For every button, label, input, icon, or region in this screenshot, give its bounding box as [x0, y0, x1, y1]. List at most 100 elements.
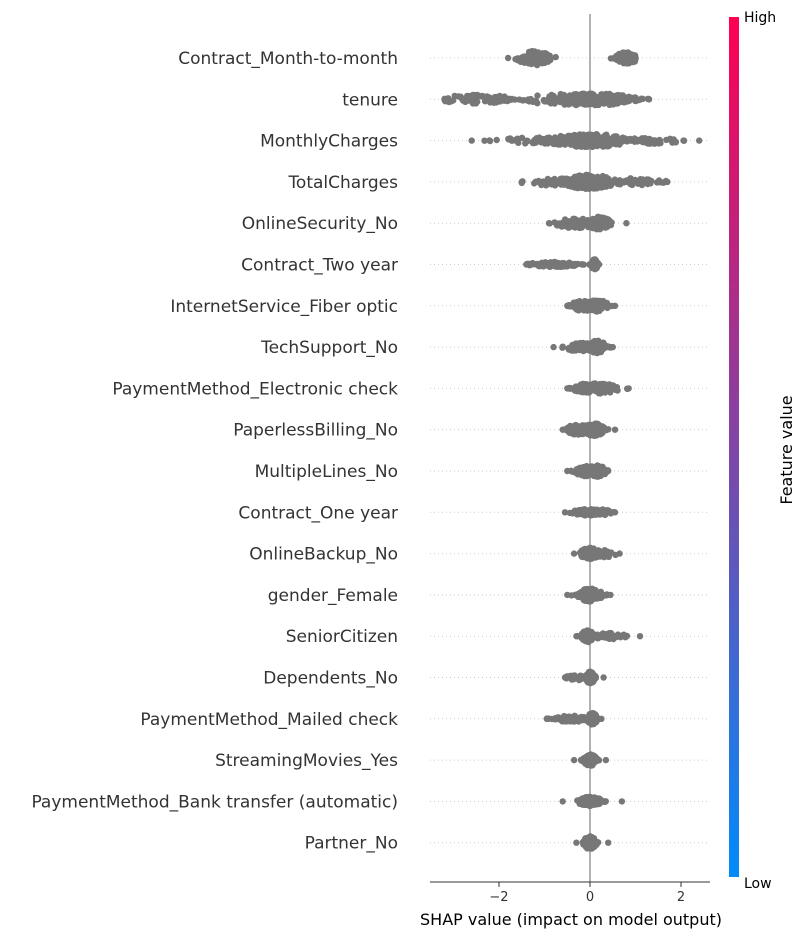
- feature-label: PaperlessBilling_No: [233, 421, 398, 441]
- shap-point: [596, 466, 604, 473]
- shap-point: [569, 510, 576, 517]
- shap-point: [564, 302, 571, 309]
- shap-point: [616, 181, 624, 188]
- shap-point: [557, 175, 564, 183]
- feature-label: StreamingMovies_Yes: [215, 751, 398, 771]
- shap-point: [570, 550, 578, 557]
- shap-point: [587, 142, 595, 150]
- shap-point: [598, 220, 605, 228]
- shap-point: [472, 100, 480, 107]
- shap-point: [645, 139, 652, 146]
- shap-point: [573, 132, 580, 139]
- shap-point: [577, 93, 584, 101]
- feature-label: OnlineBackup_No: [249, 545, 398, 565]
- shap-point: [577, 756, 585, 764]
- feature-label: PaymentMethod_Electronic check: [112, 379, 398, 399]
- shap-point: [558, 223, 565, 230]
- shap-point: [464, 92, 471, 100]
- shap-point: [616, 141, 623, 148]
- shap-point: [573, 633, 580, 640]
- shap-point: [586, 761, 593, 769]
- shap-point: [618, 98, 626, 106]
- feature-label: TechSupport_No: [260, 338, 398, 358]
- shap-point: [592, 223, 600, 230]
- shap-point: [595, 261, 603, 268]
- shap-point: [570, 215, 577, 222]
- shap-point: [587, 261, 594, 268]
- shap-point: [573, 181, 580, 188]
- shap-point: [502, 94, 509, 102]
- shap-point: [579, 131, 586, 139]
- x-axis-ticks: −2 0 2: [489, 882, 685, 905]
- shap-point: [468, 137, 475, 144]
- shap-point: [610, 632, 618, 640]
- feature-label: Dependents_No: [263, 669, 398, 689]
- shap-point: [571, 299, 578, 306]
- colorbar-gradient: [729, 17, 739, 877]
- shap-point: [599, 429, 606, 437]
- shap-point: [611, 509, 619, 516]
- shap-point: [583, 178, 590, 186]
- shap-point: [572, 384, 579, 392]
- shap-point: [596, 343, 603, 350]
- shap-point: [600, 674, 607, 681]
- shap-point: [576, 549, 584, 556]
- shap-point: [625, 385, 632, 392]
- shap-point: [570, 223, 578, 230]
- shap-point: [639, 176, 646, 183]
- shap-point: [571, 261, 578, 268]
- shap-point: [564, 591, 571, 599]
- shap-point: [590, 753, 598, 760]
- shap-point: [544, 140, 551, 147]
- shap-point: [524, 137, 531, 145]
- shap-point: [598, 715, 605, 722]
- shap-point: [615, 54, 622, 61]
- shap-point: [583, 467, 590, 474]
- shap-point: [590, 348, 598, 356]
- feature-label: Contract_Two year: [241, 256, 398, 276]
- shap-point: [596, 300, 603, 307]
- shap-point: [525, 48, 533, 56]
- shap-point: [551, 176, 559, 184]
- shap-point: [603, 131, 610, 138]
- shap-point: [554, 138, 562, 146]
- shap-point: [585, 94, 592, 101]
- shap-point: [469, 91, 477, 99]
- shap-point: [620, 50, 628, 57]
- shap-point: [589, 588, 597, 596]
- shap-point: [591, 801, 598, 808]
- row-guidelines: [430, 57, 710, 844]
- shap-point: [606, 629, 613, 637]
- shap-point: [543, 715, 550, 722]
- shap-point: [596, 94, 603, 102]
- shap-point: [588, 508, 595, 515]
- shap-point: [611, 138, 618, 145]
- shap-point: [593, 338, 600, 345]
- shap-point: [579, 795, 586, 802]
- shap-point: [589, 100, 596, 107]
- shap-point: [534, 92, 541, 99]
- shap-point: [594, 635, 601, 642]
- shap-point: [559, 344, 566, 351]
- shap-point: [596, 348, 603, 356]
- shap-point: [594, 422, 602, 430]
- shap-point: [621, 135, 629, 142]
- shap-point: [577, 302, 584, 310]
- shap-point: [585, 839, 593, 846]
- shap-point: [645, 177, 652, 184]
- feature-label: MultipleLines_No: [255, 462, 398, 482]
- shap-point: [570, 715, 577, 723]
- x-tick-label: 0: [586, 890, 594, 905]
- shap-point: [585, 800, 592, 807]
- shap-point: [481, 137, 488, 144]
- shap-point: [592, 718, 599, 726]
- shap-point: [603, 90, 610, 98]
- shap-point: [580, 343, 587, 350]
- shap-point: [593, 551, 600, 558]
- shap-point: [589, 632, 596, 639]
- shap-point: [627, 137, 635, 144]
- shap-point: [561, 674, 569, 681]
- shap-point: [565, 224, 572, 231]
- shap-point: [580, 261, 587, 268]
